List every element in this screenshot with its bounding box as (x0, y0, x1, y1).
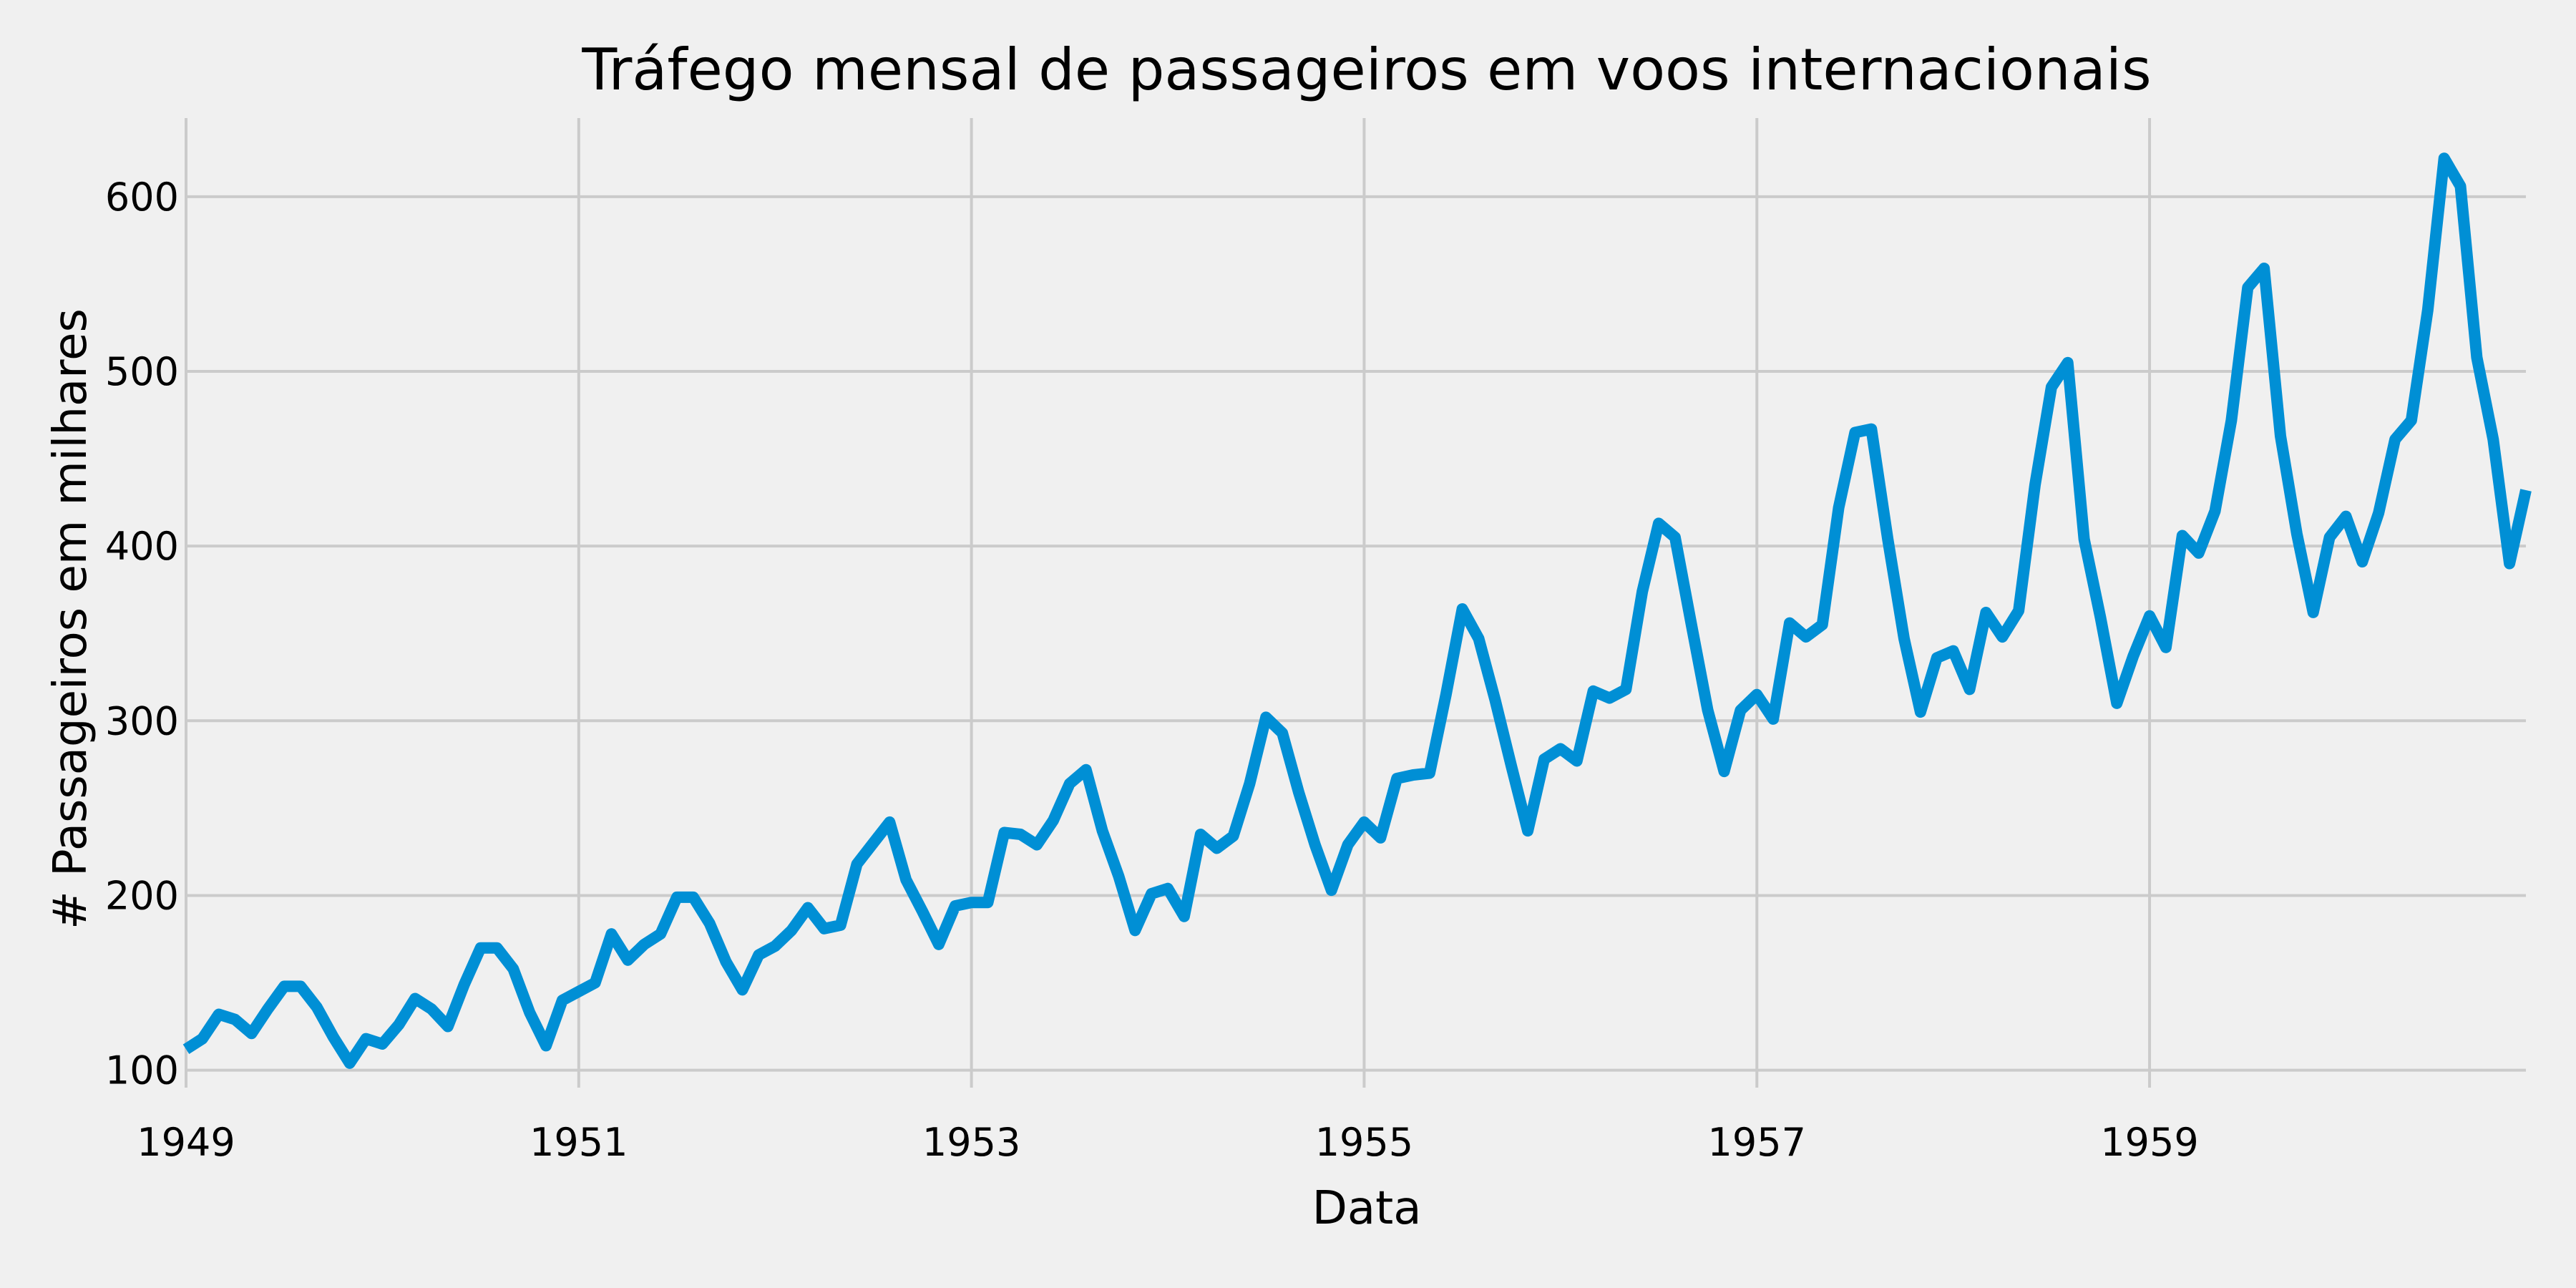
y-tick-label: 100 (105, 1048, 179, 1093)
y-tick-label: 400 (105, 524, 179, 569)
grid (185, 118, 2526, 1088)
series-layer (182, 152, 2532, 1069)
chart-title: Tráfego mensal de passageiros em voos in… (581, 36, 2151, 103)
x-tick-label: 1953 (922, 1120, 1020, 1165)
y-tick-label: 500 (105, 349, 179, 394)
y-tick-label: 200 (105, 873, 179, 918)
y-axis-ticks: 100 200 300 400 500 600 (105, 175, 179, 1093)
x-axis-label: Data (1312, 1182, 1422, 1235)
y-axis-label: # Passageiros em milhares (44, 308, 97, 930)
x-tick-label: 1951 (530, 1120, 628, 1165)
x-tick-label: 1955 (1315, 1120, 1413, 1165)
x-tick-label: 1957 (1708, 1120, 1806, 1165)
series-line (182, 152, 2532, 1069)
x-tick-label: 1959 (2100, 1120, 2198, 1165)
x-axis-ticks: 1949 1951 1953 1955 1957 1959 (137, 1120, 2198, 1165)
x-tick-label: 1949 (137, 1120, 235, 1165)
y-tick-label: 600 (105, 175, 179, 220)
y-tick-label: 300 (105, 698, 179, 743)
